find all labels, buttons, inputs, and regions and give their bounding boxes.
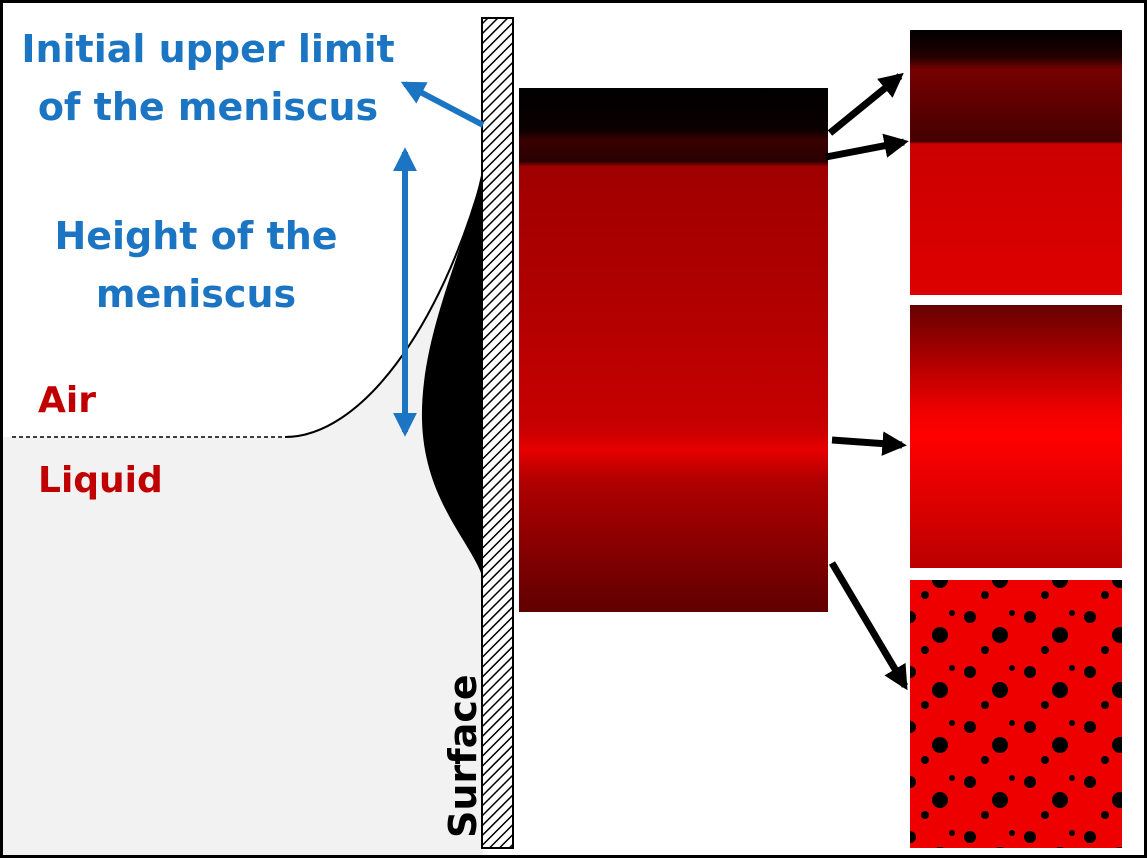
surface [482,18,513,848]
page: Initial upper limit of the meniscus Heig… [0,0,1147,858]
image-middle [910,305,1122,568]
label: Height of the [54,214,337,258]
arrow [832,440,902,445]
label: Initial upper limit [21,27,394,71]
image-top [910,30,1122,295]
diagram: Initial upper limit of the meniscus Heig… [0,0,1147,858]
label: Air [38,380,96,421]
label: Liquid [38,460,163,501]
surface-label: Surface [441,674,485,838]
label: of the meniscus [38,85,378,129]
main-image [519,88,828,612]
label: meniscus [96,272,296,316]
image-bottom [910,580,1122,848]
